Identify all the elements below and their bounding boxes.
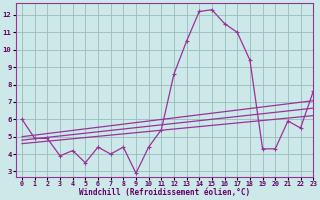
X-axis label: Windchill (Refroidissement éolien,°C): Windchill (Refroidissement éolien,°C) — [79, 188, 250, 197]
